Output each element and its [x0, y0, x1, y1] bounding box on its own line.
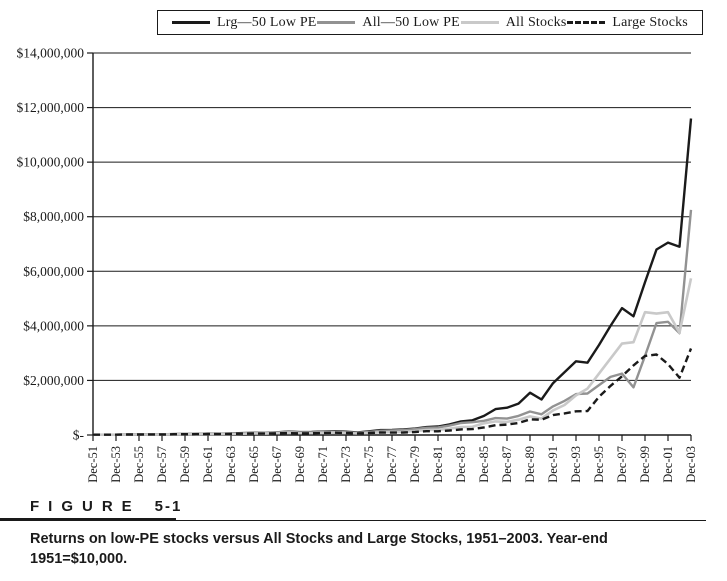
x-axis-label: Dec-51: [86, 446, 100, 483]
x-axis-label: Dec-79: [408, 446, 422, 483]
legend-line-swatch-all-stocks: [460, 21, 499, 24]
figure-heading-number: 5-1: [154, 498, 183, 515]
x-axis-label: Dec-85: [477, 446, 491, 483]
x-axis-label: Dec-01: [661, 446, 675, 483]
y-axis-label: $12,000,000: [17, 100, 85, 115]
x-axis-label: Dec-97: [615, 446, 629, 483]
legend-line-swatch-large-stocks: [567, 21, 606, 24]
y-axis-label: $6,000,000: [23, 264, 84, 279]
y-axis-label: $-: [73, 428, 85, 443]
figure-caption: Returns on low-PE stocks versus All Stoc…: [30, 531, 608, 567]
x-axis-label: Dec-67: [270, 446, 284, 483]
x-axis-label: Dec-83: [454, 446, 468, 483]
y-axis-label: $4,000,000: [23, 318, 84, 333]
x-axis-label: Dec-61: [201, 446, 215, 483]
x-axis-label: Dec-99: [638, 446, 652, 483]
x-axis-label: Dec-63: [224, 446, 238, 483]
y-axis-label: $14,000,000: [17, 46, 85, 61]
series-line-all-50-low-pe: [93, 209, 693, 436]
series-line-lrg-50-low-pe: [93, 118, 693, 436]
x-axis-label: Dec-69: [293, 446, 307, 483]
legend-line-swatch-all-50-low-pe: [317, 21, 356, 24]
y-axis-label: $2,000,000: [23, 373, 84, 388]
legend-line-swatch-lrg-50-low-pe: [172, 21, 210, 24]
legend-entry-all-50-low-pe: All—50 Low PE: [317, 15, 460, 31]
x-axis-label: Dec-57: [155, 446, 169, 483]
x-axis-label: Dec-81: [431, 446, 445, 483]
legend-label-all-stocks: All Stocks: [505, 14, 567, 30]
x-axis-label: Dec-59: [178, 446, 192, 483]
x-axis-label: Dec-93: [569, 446, 583, 483]
x-axis-label: Dec-65: [247, 446, 261, 483]
x-axis-label: Dec-95: [592, 446, 606, 483]
growth-of-10000-line-chart: $14,000,000 $12,000,000 $10,000,000 $8,000,…: [17, 46, 699, 483]
figure-heading: FIGURE 5-1: [30, 498, 182, 515]
x-axis-label: Dec-75: [362, 446, 376, 483]
y-axis-label: $8,000,000: [23, 209, 84, 224]
legend-entry-all-stocks: All Stocks: [460, 14, 567, 31]
chart-legend: Lrg—50 Low PE All—50 Low PE All Stocks Larg…: [157, 10, 703, 35]
x-axis-label: Dec-55: [132, 446, 146, 483]
series-line-all-stocks: [93, 278, 693, 437]
x-axis-label: Dec-91: [546, 446, 560, 483]
y-axis-label: $10,000,000: [17, 155, 85, 170]
x-axis-label: Dec-77: [385, 446, 399, 483]
legend-label-large-stocks: Large Stocks: [612, 14, 688, 30]
figure-heading-word: FIGURE: [30, 498, 141, 515]
x-axis-label: Dec-89: [523, 446, 537, 483]
legend-label-all-50-low-pe: All—50 Low PE: [362, 14, 460, 30]
figure-rule-thin: [0, 520, 706, 521]
figure-rule-thick: [0, 518, 176, 521]
x-axis-label: Dec-03: [684, 446, 698, 483]
x-axis-label: Dec-53: [109, 446, 123, 483]
x-axis-label: Dec-87: [500, 446, 514, 483]
legend-label-lrg-50-low-pe: Lrg—50 Low PE: [217, 14, 317, 30]
legend-entry-lrg-50-low-pe: Lrg—50 Low PE: [172, 15, 317, 31]
legend-entry-large-stocks: Large Stocks: [567, 15, 688, 31]
x-axis-label: Dec-71: [316, 446, 330, 483]
series-line-large-stocks: [93, 348, 693, 436]
x-axis-label: Dec-73: [339, 446, 353, 483]
